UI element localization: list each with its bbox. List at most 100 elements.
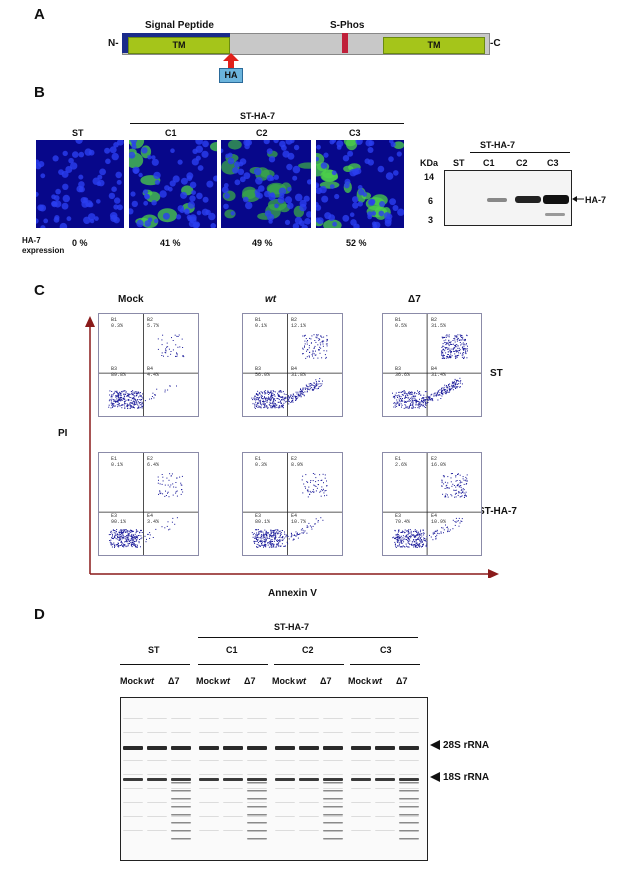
s-phos-site (342, 33, 348, 53)
ha-tag: HA (219, 68, 243, 83)
quad-lr: E4 3.4% (147, 513, 160, 525)
micrograph-c1 (129, 140, 217, 228)
gel-lane-label: Δ7 (320, 676, 332, 686)
panel-c-letter: C (34, 282, 45, 299)
expression-c3: 52 % (346, 238, 367, 248)
arrow-left-icon (572, 196, 584, 202)
gel-group-c2: C2 (302, 645, 314, 655)
flow-plot-st-wt: B1 0.1% B2 12.1% B3 56.0% B4 31.8% (242, 313, 343, 417)
flow-plot-stha7-delta7: E1 2.6% E2 16.0% E3 70.4% E4 10.9% (382, 452, 482, 556)
gel-group-c3: C3 (380, 645, 392, 655)
expression-c1: 41 % (160, 238, 181, 248)
gel-lane-label: Δ7 (396, 676, 408, 686)
quad-ul: E1 0.1% (111, 456, 124, 468)
quad-lr: B4 4.4% (147, 366, 160, 378)
st-ha-7-group-label: ST-HA-7 (240, 111, 276, 121)
blot-band-c1 (487, 198, 507, 202)
signal-peptide-label: Signal Peptide (145, 20, 214, 31)
gel-lane-label: wt (220, 676, 230, 686)
image-label-c3: C3 (349, 128, 361, 138)
gel-lane-label: wt (144, 676, 154, 686)
blot-group-label: ST-HA-7 (480, 140, 516, 150)
marker-3: 3 (428, 215, 434, 225)
quad-ur: E2 8.9% (291, 456, 304, 468)
expression-c2: 49 % (252, 238, 273, 248)
gel-line-c3 (350, 664, 420, 665)
gel-lane-label: Mock (272, 676, 296, 686)
image-label-st: ST (72, 128, 84, 138)
micrograph-st (36, 140, 124, 228)
quad-ul: B1 0.1% (255, 317, 268, 329)
red-arrow-icon (223, 53, 239, 69)
quad-ul: E1 0.3% (255, 456, 268, 468)
blot-lane-st: ST (453, 158, 465, 168)
row-st: ST (490, 368, 503, 379)
blot-lane-c1: C1 (483, 158, 495, 168)
quad-ur: E2 16.0% (431, 456, 447, 468)
band-28s-label: 28S rRNA (443, 740, 490, 751)
blot-group-line (470, 152, 570, 153)
c-terminus-label: -C (490, 38, 501, 49)
quad-ll: B3 89.8% (111, 366, 127, 378)
gel-group-line (198, 637, 418, 638)
flow-plot-st-mock: B1 0.3% B2 5.7% B3 89.8% B4 4.4% (98, 313, 199, 417)
gel-lane-label: Mock (348, 676, 372, 686)
quad-lr: E4 10.7% (291, 513, 307, 525)
quad-ll: E3 80.1% (255, 513, 271, 525)
quad-ur: E2 6.4% (147, 456, 160, 468)
panel-b-letter: B (34, 84, 45, 101)
ha-7-band-label: HA-7 (585, 195, 607, 205)
quad-lr: B4 31.4% (431, 366, 447, 378)
quad-ur: B2 5.7% (147, 317, 160, 329)
rna-gel (120, 697, 428, 861)
gel-group-st: ST (148, 645, 160, 655)
quad-ul: E1 2.6% (395, 456, 408, 468)
gel-line-c1 (198, 664, 268, 665)
blot-band-c3 (543, 195, 569, 204)
flow-plot-st-delta7: B1 0.5% B2 31.5% B3 36.6% B4 31.4% (382, 313, 482, 417)
column-mock: Mock (118, 294, 144, 305)
gel-lane-label: Mock (120, 676, 144, 686)
gel-lane-labels: Mock wt Δ7 Mock wt Δ7 Mock wt Δ7 Mock wt Δ7 (0, 676, 618, 690)
axis-arrows (85, 316, 499, 578)
triangle-left-icon (430, 740, 440, 750)
flow-plot-stha7-mock: E1 0.1% E2 6.4% E3 90.1% E4 3.4% (98, 452, 199, 556)
triangle-left-icon (430, 772, 440, 782)
image-label-c2: C2 (256, 128, 268, 138)
image-label-c1: C1 (165, 128, 177, 138)
flow-plot-stha7-wt: E1 0.3% E2 8.9% E3 80.1% E4 10.7% (242, 452, 343, 556)
quad-ul: B1 0.5% (395, 317, 408, 329)
expression-st: 0 % (72, 238, 88, 248)
micrograph-c3 (316, 140, 404, 228)
quad-ur: B2 12.1% (291, 317, 307, 329)
quad-ll: E3 70.4% (395, 513, 411, 525)
panel-d-letter: D (34, 606, 45, 623)
blot-band-c3-low (545, 213, 565, 216)
gel-lane-label: Δ7 (168, 676, 180, 686)
gel-group-c1: C1 (226, 645, 238, 655)
y-axis-pi: PI (58, 428, 68, 439)
gel-line-c2 (274, 664, 344, 665)
panel-a-letter: A (34, 6, 45, 23)
western-blot (444, 170, 572, 226)
quad-lr: E4 10.9% (431, 513, 447, 525)
quad-ll: E3 90.1% (111, 513, 127, 525)
band-18s-label: 18S rRNA (443, 772, 490, 783)
quad-ur: B2 31.5% (431, 317, 447, 329)
blot-band-c2 (515, 196, 541, 203)
s-phos-label: S-Phos (330, 20, 365, 31)
tm-domain-1: TM (128, 37, 230, 54)
column-wt: wt (265, 294, 277, 305)
quad-ll: B3 56.0% (255, 366, 271, 378)
gel-lane-label: Δ7 (244, 676, 256, 686)
row-st-ha-7: ST-HA-7 (478, 506, 517, 517)
gel-line-st (120, 664, 190, 665)
gel-lane-label: wt (296, 676, 306, 686)
kda-label: KDa (420, 158, 439, 168)
marker-6: 6 (428, 196, 434, 206)
gel-lane-label: wt (372, 676, 382, 686)
tm-domain-2: TM (383, 37, 485, 54)
n-terminus-label: N- (108, 38, 119, 49)
micrograph-c2 (221, 140, 311, 228)
column-delta7: Δ7 (408, 294, 421, 305)
